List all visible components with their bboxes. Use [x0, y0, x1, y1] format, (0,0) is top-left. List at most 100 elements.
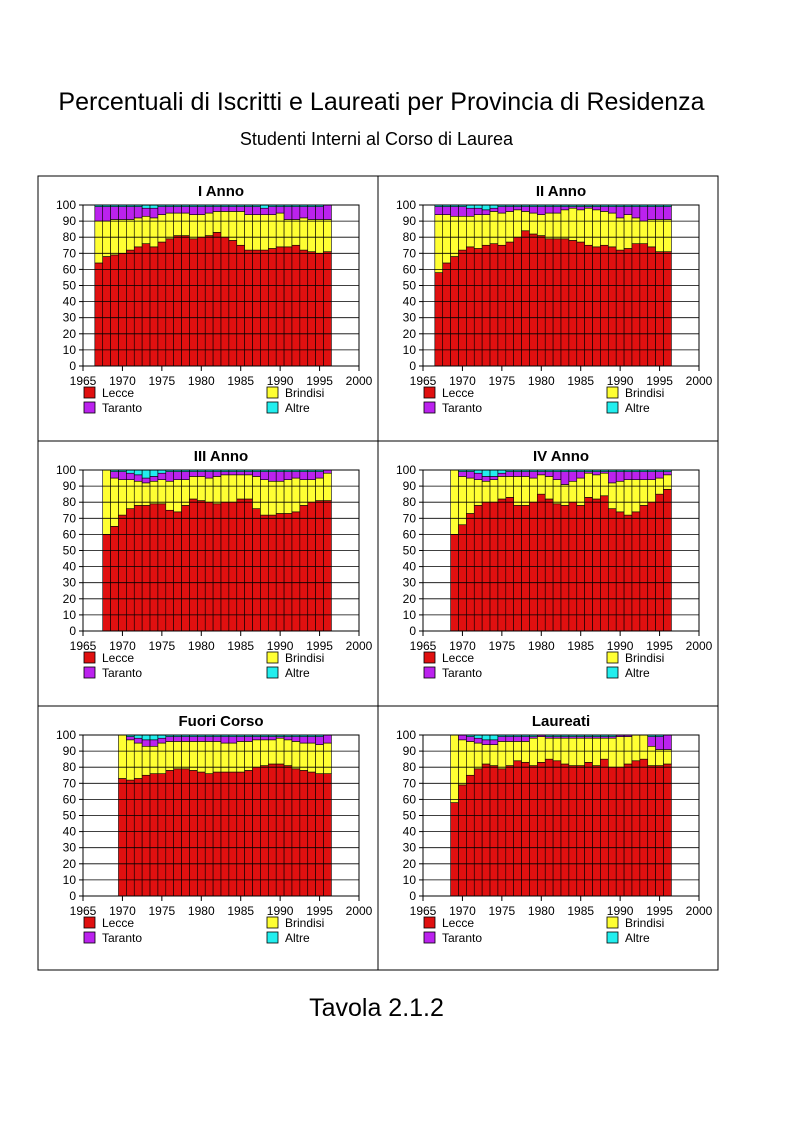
y-tick-label: 100: [396, 728, 416, 742]
bar-lecce-1985: [576, 505, 585, 632]
bar-brindisi-1979: [189, 741, 198, 771]
bar-brindisi-1974: [149, 217, 159, 248]
bar-lecce-1986: [584, 762, 593, 897]
bar-brindisi-1989: [608, 212, 617, 248]
legend-label: Brindisi: [625, 386, 664, 400]
bar-taranto-1977: [513, 736, 522, 742]
bar-taranto-1974: [149, 476, 159, 482]
legend-item-altre: Altre: [606, 666, 650, 680]
bar-brindisi-1981: [544, 476, 554, 500]
bar-brindisi-1995: [655, 219, 664, 252]
bar-lecce-1978: [181, 768, 190, 897]
chart-iii-anno: III Anno 0 10 20 30 40 50 60 70 80 90 100 1965 1970 19…: [56, 448, 373, 680]
legend-swatch: [606, 386, 619, 399]
bar-brindisi-1969: [450, 215, 459, 257]
legend-swatch: [266, 386, 279, 399]
bar-lecce-1993: [299, 505, 309, 632]
bar-taranto-1979: [189, 471, 198, 477]
bar-lecce-1986: [244, 249, 253, 367]
legend-label: Brindisi: [285, 916, 324, 930]
bar-brindisi-1995: [655, 749, 664, 766]
bar-taranto-1973: [141, 739, 151, 747]
bar-lecce-1982: [552, 760, 562, 897]
bar-brindisi-1982: [552, 479, 562, 505]
y-tick-label: 0: [69, 624, 76, 638]
bar-lecce-1992: [291, 768, 301, 897]
bar-brindisi-1971: [466, 477, 475, 514]
legend-item-altre: Altre: [266, 931, 310, 945]
x-tick-label: 1995: [646, 374, 673, 388]
bar-taranto-1989: [608, 206, 617, 214]
bar-taranto-1995: [655, 736, 664, 750]
chart-fuori-corso: Fuori Corso 0 10 20 30 40 50 60 70 80 90 100 1965 197…: [56, 713, 373, 945]
bar-brindisi-1992: [291, 219, 301, 246]
bar-brindisi-1980: [197, 476, 206, 501]
bar-brindisi-1993: [639, 479, 649, 506]
bar-lecce-1969: [450, 802, 459, 897]
bar-lecce-1969: [110, 526, 119, 632]
bar-taranto-1968: [442, 206, 451, 215]
bar-taranto-1974: [489, 207, 499, 212]
x-tick-label: 1985: [227, 904, 254, 918]
chart-ii-anno: II Anno 0 10 20 30 40 50 60 70 80 90 100 1965 1970 197…: [396, 183, 713, 415]
legend-swatch: [606, 651, 619, 664]
bar-taranto-1969: [450, 206, 459, 217]
bar-taranto-1978: [521, 736, 530, 742]
bar-taranto-1975: [157, 206, 167, 215]
bar-brindisi-1981: [204, 741, 214, 774]
bar-brindisi-1975: [497, 476, 507, 500]
x-tick-label: 1980: [188, 374, 215, 388]
bar-brindisi-1979: [529, 477, 538, 503]
bar-lecce-1973: [141, 243, 151, 367]
bar-lecce-1979: [189, 770, 198, 897]
bar-brindisi-1989: [608, 737, 617, 768]
bar-brindisi-1988: [600, 737, 609, 760]
bar-taranto-1973: [481, 476, 491, 482]
bar-brindisi-1990: [615, 217, 625, 251]
bar-taranto-1979: [189, 206, 198, 215]
y-tick-label: 40: [403, 825, 417, 839]
bar-taranto-1990: [615, 471, 625, 482]
bar-taranto-1993: [639, 471, 649, 480]
x-tick-label: 1965: [70, 639, 97, 653]
bar-brindisi-1995: [315, 219, 324, 254]
bar-lecce-1986: [584, 244, 593, 367]
bar-lecce-1975: [157, 773, 167, 897]
x-tick-label: 1995: [646, 904, 673, 918]
legend-label: Brindisi: [625, 651, 664, 665]
bar-brindisi-1978: [181, 212, 190, 236]
bar-taranto-1993: [299, 471, 309, 480]
bar-taranto-1978: [181, 471, 190, 480]
legend-item-altre: Altre: [266, 401, 310, 415]
x-tick-label: 2000: [686, 374, 713, 388]
legend-label: Lecce: [102, 916, 134, 930]
legend-item-brindisi: Brindisi: [266, 916, 324, 930]
bar-lecce-1996: [323, 500, 332, 632]
bar-lecce-1983: [560, 238, 570, 367]
bar-lecce-1993: [639, 505, 649, 632]
bar-lecce-1972: [133, 778, 143, 897]
y-tick-label: 100: [56, 463, 76, 477]
bar-taranto-1996: [663, 734, 672, 750]
bar-altre-1974: [149, 734, 159, 741]
bar-lecce-1973: [481, 763, 491, 897]
y-tick-label: 10: [63, 608, 77, 622]
bar-taranto-1979: [529, 206, 538, 214]
y-tick-label: 40: [403, 560, 417, 574]
bar-lecce-1987: [592, 246, 601, 367]
bar-taranto-1996: [323, 204, 332, 220]
bar-brindisi-1972: [473, 742, 483, 770]
y-tick-label: 10: [403, 873, 417, 887]
bar-lecce-1995: [655, 765, 664, 897]
bar-brindisi-1996: [323, 472, 332, 501]
x-tick-label: 1990: [267, 374, 294, 388]
bar-taranto-1967: [434, 206, 444, 215]
y-tick-label: 10: [63, 343, 77, 357]
bar-taranto-1967: [94, 206, 104, 222]
bar-taranto-1974: [489, 739, 499, 745]
bar-brindisi-1986: [584, 207, 593, 246]
bar-taranto-1969: [110, 471, 119, 479]
bar-lecce-1986: [584, 497, 593, 632]
bar-lecce-1967: [434, 272, 444, 367]
bar-taranto-1975: [497, 472, 507, 477]
